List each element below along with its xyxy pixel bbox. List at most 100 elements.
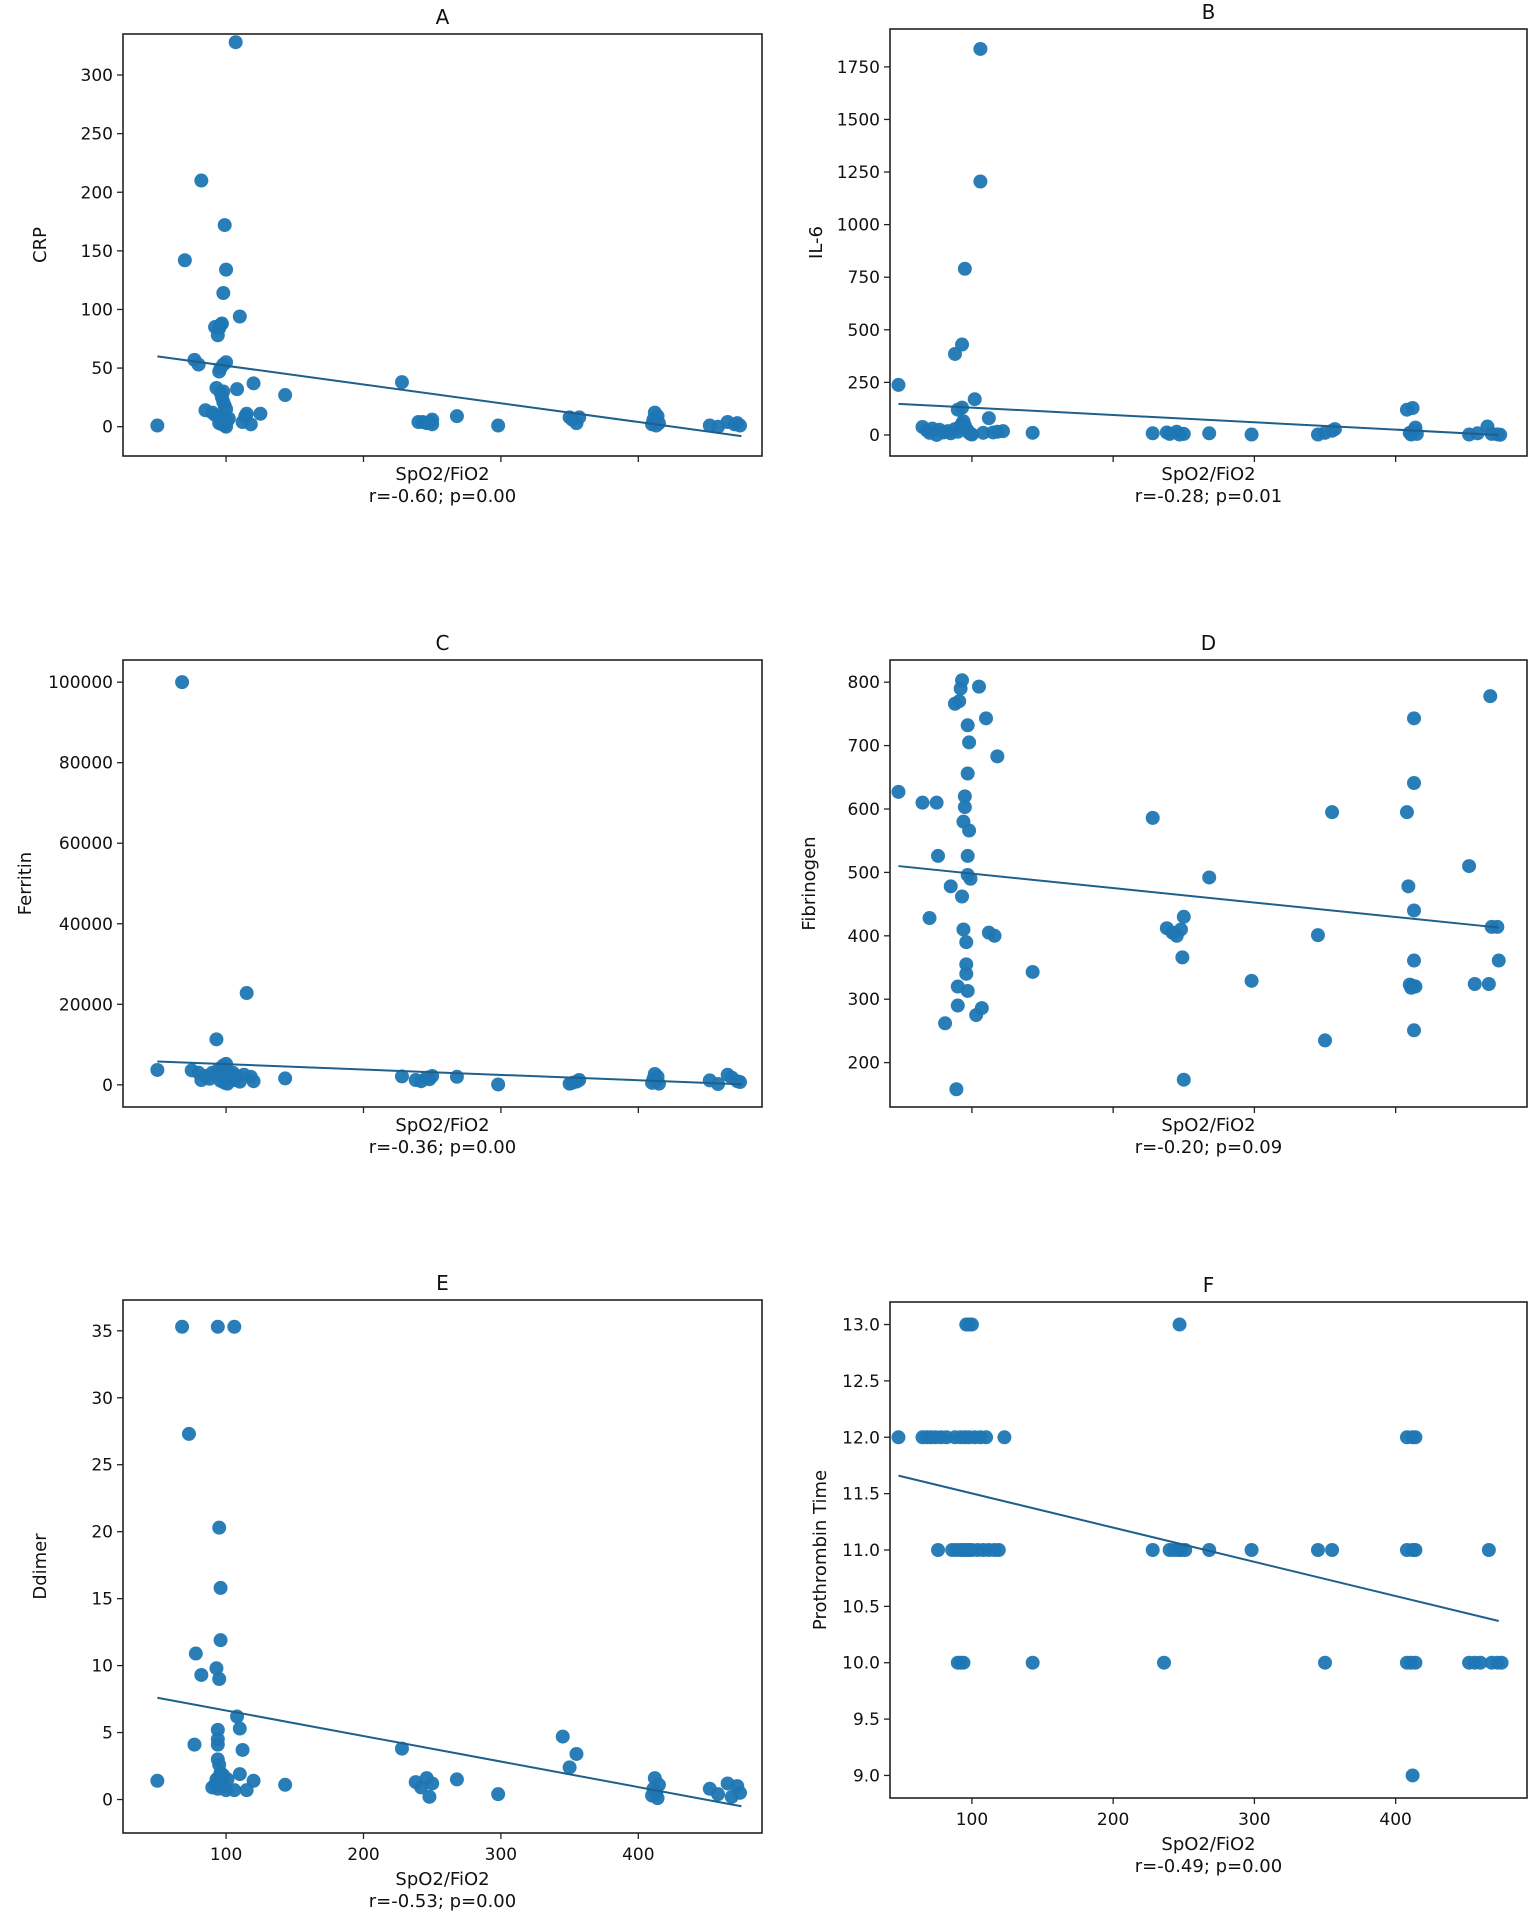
- data-point: [915, 795, 930, 810]
- data-point: [181, 1426, 196, 1441]
- data-point: [210, 1319, 225, 1334]
- data-point: [990, 749, 1005, 764]
- y-tick-label: 300: [848, 990, 880, 1010]
- data-point: [959, 966, 974, 981]
- data-point: [1145, 1543, 1160, 1557]
- y-tick-label: 11.5: [842, 1485, 880, 1505]
- data-point: [194, 173, 209, 188]
- y-axis-label: Ferritin: [15, 852, 36, 915]
- data-point: [651, 1076, 666, 1091]
- data-point: [1176, 426, 1191, 441]
- plot-frame: [889, 659, 1528, 1108]
- data-point: [891, 1430, 906, 1445]
- data-point: [1407, 711, 1422, 726]
- data-point: [1407, 953, 1422, 968]
- data-point: [1172, 1317, 1187, 1332]
- plot-frame: [122, 1299, 763, 1834]
- data-point: [1408, 979, 1423, 994]
- y-tick-label: 13.0: [842, 1316, 880, 1336]
- data-point: [891, 377, 906, 392]
- data-point: [1408, 1655, 1423, 1670]
- data-point: [221, 411, 236, 426]
- y-tick-label: 700: [848, 737, 880, 757]
- panel-f: F 9.0 9.5 10.0 10.5 11.0 11.5 12.0 12.5 13.0 100 20…: [810, 1273, 1528, 1877]
- data-point: [967, 392, 982, 407]
- data-point: [955, 673, 970, 688]
- data-point: [227, 1783, 242, 1798]
- data-point: [246, 1773, 261, 1788]
- data-point: [213, 1633, 228, 1648]
- data-point: [949, 1082, 964, 1097]
- y-tick-label: 25: [91, 1456, 113, 1476]
- y-tick-label: 1250: [837, 163, 880, 183]
- y-axis-label: IL-6: [806, 226, 827, 259]
- x-tick-label: 300: [485, 1845, 517, 1865]
- panel-title: D: [1201, 631, 1216, 655]
- data-point: [651, 416, 666, 431]
- data-point: [227, 1319, 242, 1334]
- data-point: [1491, 953, 1506, 968]
- data-point: [929, 795, 944, 810]
- y-tick-label: 0: [102, 418, 113, 438]
- correlation-stat: r=-0.49; p=0.00: [1135, 1856, 1282, 1877]
- data-point: [1401, 879, 1416, 894]
- data-point: [194, 1667, 209, 1682]
- y-tick-label: 20: [91, 1523, 113, 1543]
- data-point: [650, 1791, 665, 1806]
- data-point: [239, 986, 254, 1001]
- panel-c: C 0 20000 40000 60000 80000 100000 SpO2/FiO2r=-…: [15, 631, 763, 1158]
- x-axis-label: SpO2/FiO2: [395, 464, 489, 485]
- data-point: [569, 1746, 584, 1761]
- x-axis-label: SpO2/FiO2: [1161, 464, 1255, 485]
- panel-d: D 200 300 400 500 600 700 800 SpO2/FiO2r=-0.20; …: [799, 631, 1528, 1158]
- data-point: [1409, 426, 1424, 441]
- y-axis-label: Ddimer: [30, 1533, 51, 1600]
- x-tick-label: 100: [210, 1845, 242, 1865]
- plot-frame: [122, 33, 763, 457]
- data-point: [987, 928, 1002, 943]
- data-point: [957, 789, 972, 804]
- panel-title: B: [1202, 0, 1216, 24]
- y-tick-label: 1750: [837, 58, 880, 78]
- y-tick-label: 9.5: [853, 1710, 880, 1730]
- data-point: [1405, 401, 1420, 416]
- data-point: [1157, 1655, 1172, 1670]
- y-tick-label: 200: [81, 183, 113, 203]
- data-point: [963, 871, 978, 886]
- y-tick-label: 0: [869, 426, 880, 446]
- data-point: [449, 409, 464, 424]
- y-axis-label: Prothrombin Time: [810, 1470, 831, 1630]
- data-point: [209, 1032, 224, 1047]
- y-axis-label: CRP: [30, 227, 51, 263]
- data-point: [955, 337, 970, 352]
- data-point: [235, 1742, 250, 1757]
- data-point: [960, 983, 975, 998]
- data-point: [956, 922, 971, 937]
- y-tick-label: 40000: [59, 915, 113, 935]
- data-point: [175, 1319, 190, 1334]
- y-tick-label: 250: [81, 125, 113, 145]
- correlation-stat: r=-0.28; p=0.01: [1135, 486, 1282, 507]
- x-tick-label: 300: [1238, 1810, 1270, 1830]
- data-point: [1310, 928, 1325, 943]
- data-point: [931, 848, 946, 863]
- data-point: [150, 418, 165, 433]
- data-point: [976, 425, 991, 440]
- data-point: [956, 1655, 971, 1670]
- regression-line: [898, 402, 1499, 436]
- data-point: [216, 286, 231, 301]
- data-point: [1244, 973, 1259, 988]
- data-point: [1025, 425, 1040, 440]
- data-point: [964, 1317, 979, 1332]
- data-point: [1175, 950, 1190, 965]
- data-point: [973, 41, 988, 56]
- data-point: [230, 382, 245, 397]
- x-tick-label: 400: [1379, 1810, 1411, 1830]
- data-point: [220, 1772, 235, 1787]
- data-point: [1325, 1543, 1340, 1557]
- y-tick-label: 10: [91, 1657, 113, 1677]
- data-point: [1176, 909, 1191, 924]
- data-point: [491, 1787, 506, 1802]
- data-point: [210, 1737, 225, 1752]
- y-tick-label: 600: [848, 800, 880, 820]
